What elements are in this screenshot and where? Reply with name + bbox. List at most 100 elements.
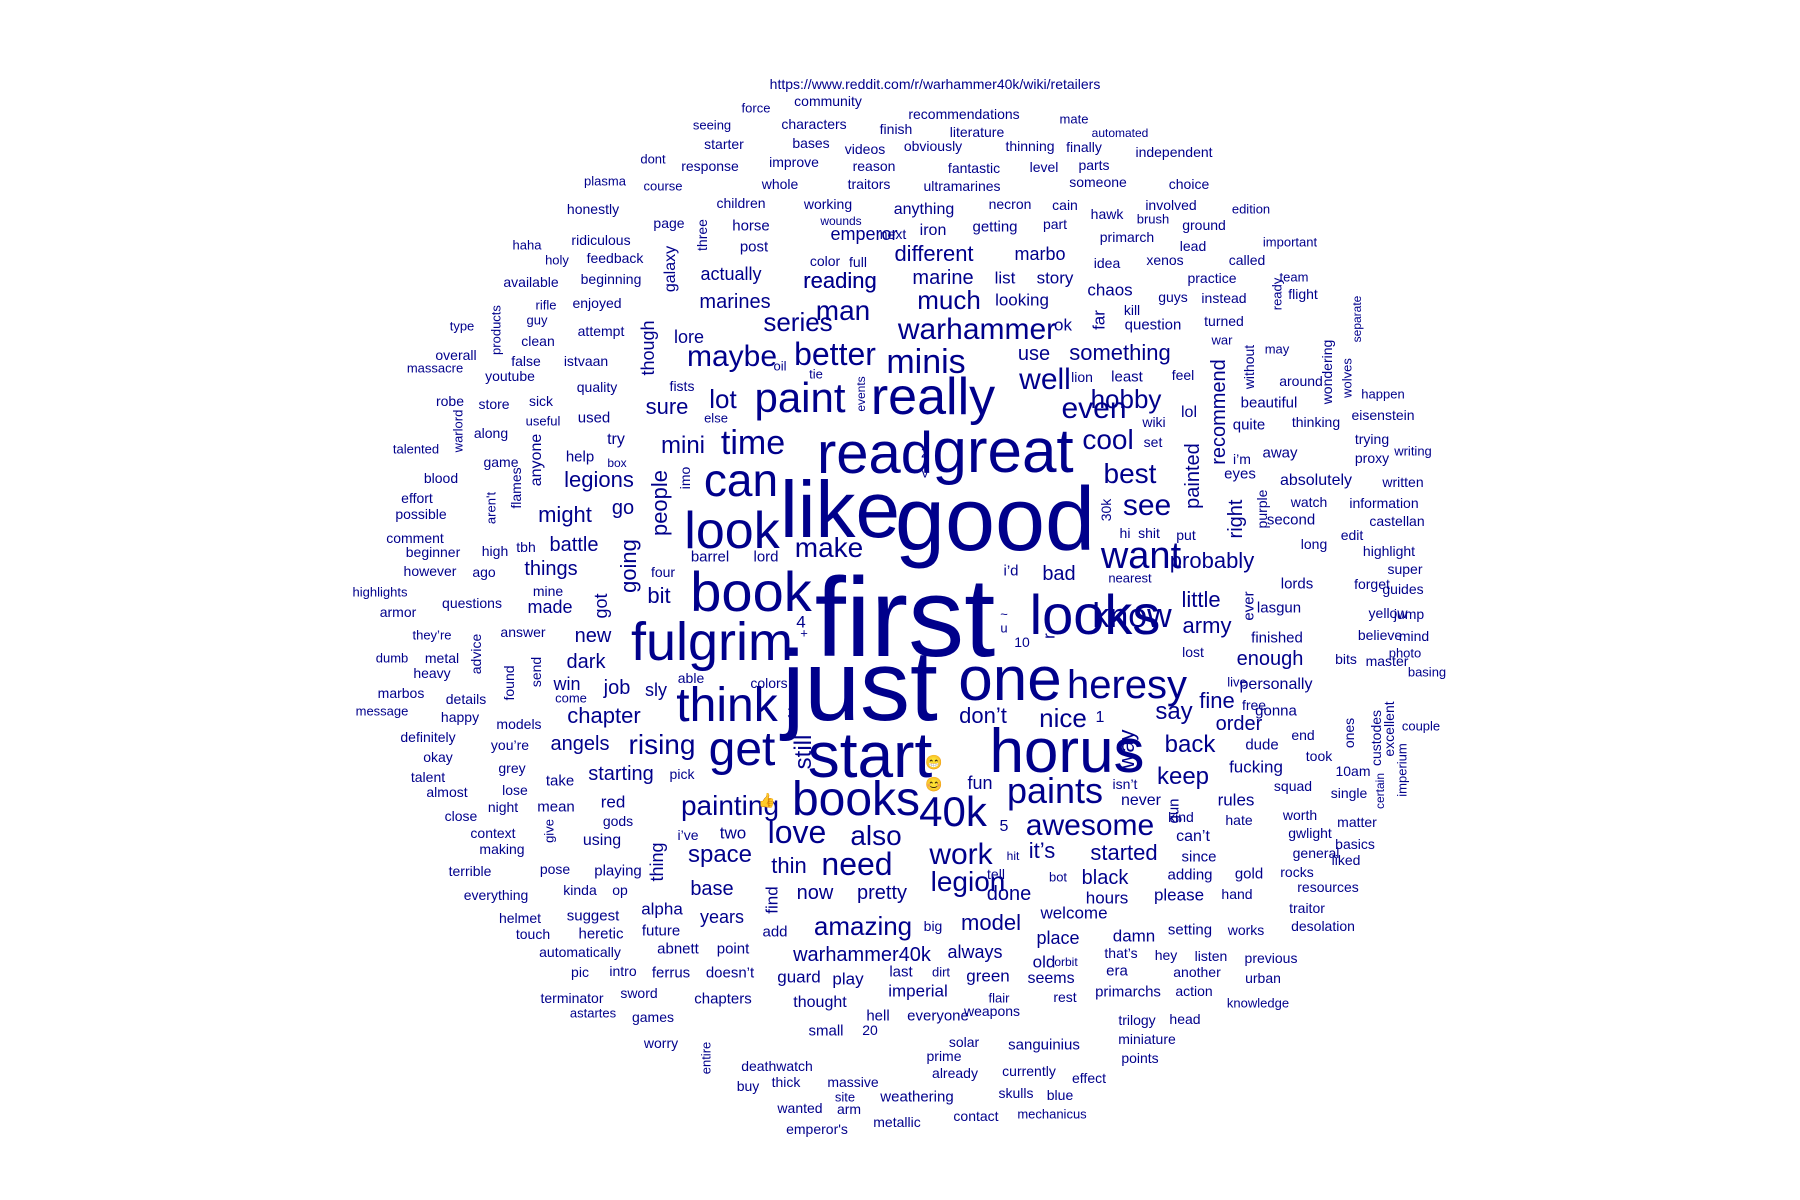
word-423: send	[528, 656, 544, 688]
word-78: battle	[549, 534, 599, 556]
word-11: fulgrim	[630, 612, 794, 672]
word-235: level	[1029, 159, 1059, 175]
word-84: enough	[1236, 648, 1304, 670]
word-440: lose	[502, 782, 528, 798]
word-30: awesome	[1025, 809, 1155, 842]
word-442: mean	[537, 798, 575, 816]
word-204: happen	[1361, 386, 1405, 402]
word-385: hate	[1225, 812, 1253, 828]
word-75: bit	[647, 583, 671, 608]
word-460: v	[921, 465, 929, 481]
word-432: ago	[472, 564, 496, 580]
word-190: master	[1365, 653, 1409, 669]
word-225: practice	[1187, 270, 1237, 286]
word-463: 3	[787, 703, 797, 723]
word-330: intro	[609, 963, 637, 979]
word-202: trying	[1354, 431, 1390, 447]
word-62: going	[616, 539, 641, 593]
word-144: fucking	[1229, 757, 1283, 777]
word-304: blood	[423, 470, 459, 486]
word-291: quality	[576, 379, 618, 395]
word-143: weapons	[963, 1003, 1021, 1019]
word-173: feel	[1171, 367, 1195, 383]
word-374: works	[1227, 922, 1265, 938]
word-329: automatically	[539, 944, 621, 960]
word-358: miniature	[1118, 1031, 1176, 1047]
word-281: guy	[526, 312, 548, 328]
word-197: edit	[1340, 527, 1364, 543]
word-36: need	[821, 846, 893, 882]
word-272: page	[653, 215, 685, 231]
word-294: help	[565, 448, 595, 466]
word-86: model	[961, 910, 1021, 935]
word-76: go	[611, 497, 635, 519]
word-237: necron	[988, 196, 1032, 212]
word-214: called	[1228, 252, 1266, 268]
word-241: literature	[949, 124, 1005, 140]
word-352: currently	[1002, 1063, 1056, 1079]
word-387: never	[1120, 792, 1162, 809]
word-205: writing	[1394, 443, 1432, 459]
word-231: automated	[1091, 126, 1149, 140]
word-87: warhammer40k	[793, 944, 931, 966]
word-297: useful	[525, 413, 561, 429]
word-404: nearest	[1108, 570, 1152, 586]
word-48: series	[763, 307, 833, 337]
word-383: gwlight	[1288, 825, 1332, 841]
word-152: gonna	[1255, 702, 1297, 720]
word-172: turned	[1204, 313, 1244, 329]
word-46: amazing	[813, 911, 913, 941]
word-22: know	[1092, 597, 1172, 635]
word-40: best	[1103, 458, 1157, 489]
word-444: take	[545, 772, 575, 790]
word-102: always	[947, 942, 1003, 962]
word-380: liked	[1331, 852, 1361, 868]
word-332: terminator	[540, 990, 604, 1006]
word-353: skulls	[998, 1085, 1034, 1101]
word-382: matter	[1337, 814, 1377, 830]
word-160: watch	[1290, 494, 1328, 510]
word-122: welcome	[1040, 903, 1108, 923]
word-409: orbit	[1054, 955, 1078, 969]
word-466: 10	[1014, 634, 1030, 650]
word-266: iron	[919, 222, 947, 239]
word-350: already	[932, 1065, 978, 1081]
word-126: green	[966, 966, 1010, 986]
word-145: rules	[1217, 790, 1255, 810]
word-365: action	[1175, 983, 1213, 999]
word-403: mind	[1398, 628, 1430, 644]
word-53: keep	[1156, 763, 1210, 790]
word-437: you’re	[490, 737, 530, 753]
word-95: hours	[1085, 888, 1129, 908]
word-117: red	[600, 792, 626, 812]
word-151: personally	[1239, 676, 1313, 693]
word-201: proxy	[1354, 450, 1390, 466]
word-339: buy	[736, 1078, 760, 1094]
word-170: guys	[1158, 289, 1188, 305]
word-135: abnett	[657, 940, 699, 958]
word-366: knowledge	[1226, 995, 1290, 1011]
word-461: 2	[920, 444, 930, 462]
word-346: contact	[953, 1108, 999, 1124]
word-298: else	[704, 410, 728, 426]
word-438: models	[496, 716, 542, 732]
word-168: without	[1241, 344, 1257, 390]
word-341: wanted	[777, 1100, 823, 1116]
word-9: really	[870, 368, 996, 426]
word-335: games	[631, 1009, 675, 1025]
word-25: better	[794, 336, 876, 372]
word-232: thinning	[1005, 138, 1055, 154]
word-67: reading	[803, 268, 877, 293]
word-356: solar	[948, 1034, 980, 1050]
word-476: far	[1089, 310, 1109, 330]
word-454: fists	[669, 378, 695, 394]
word-287: type	[449, 318, 475, 334]
word-107: story	[1036, 268, 1074, 288]
word-45: legion	[930, 866, 1006, 897]
word-112: actually	[700, 264, 762, 284]
word-24: paints	[1006, 770, 1104, 811]
word-101: years	[699, 907, 745, 927]
word-63: might	[538, 502, 592, 527]
word-410: dirt	[931, 964, 951, 980]
